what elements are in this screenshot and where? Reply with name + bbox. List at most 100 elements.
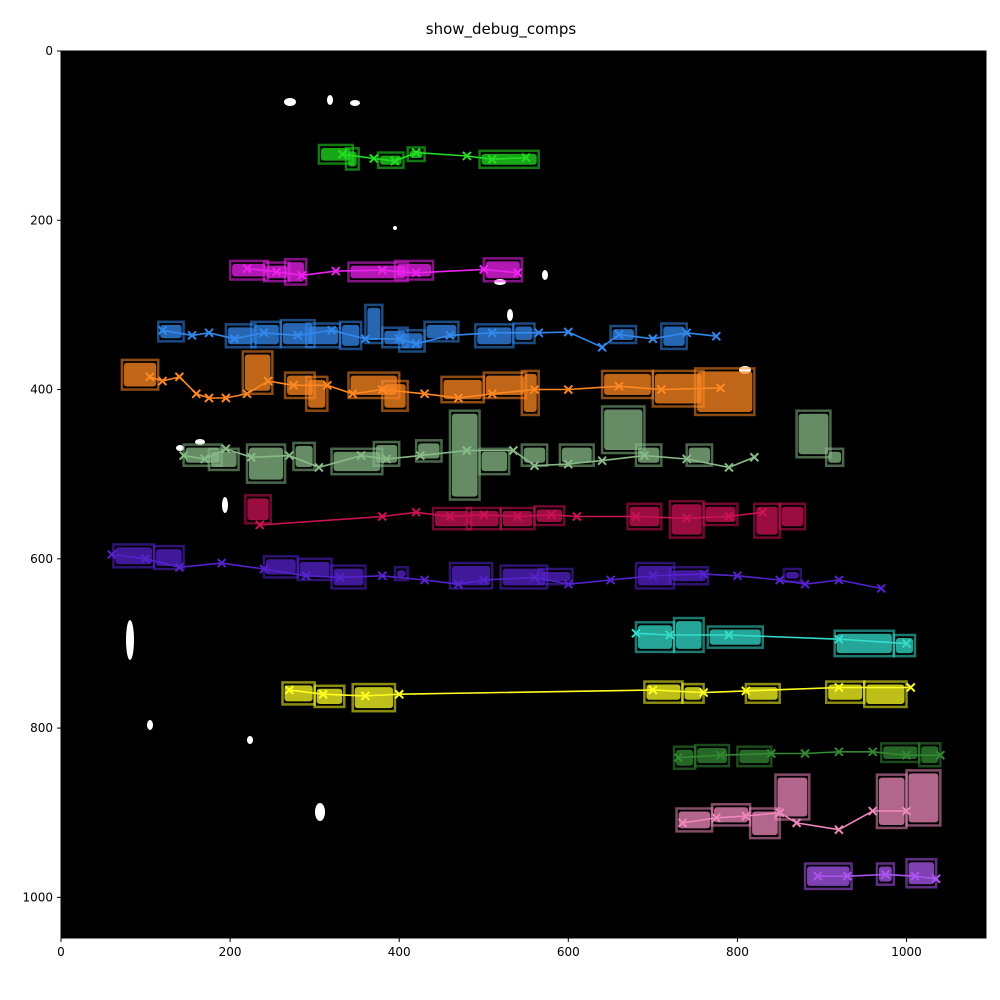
- component-fill: [295, 445, 313, 467]
- data-point-marker: [284, 450, 294, 461]
- component-box: [364, 303, 384, 345]
- data-point-marker: [521, 152, 531, 163]
- text-line-series: [675, 769, 942, 840]
- component-box: [347, 371, 401, 400]
- component-fill: [777, 777, 808, 817]
- data-point-marker: [512, 511, 523, 522]
- component-box: [414, 439, 443, 463]
- data-point-marker: [698, 687, 709, 698]
- data-point-marker: [377, 265, 388, 275]
- data-point-marker: [157, 376, 168, 386]
- data-point-marker: [445, 330, 455, 341]
- component-box: [905, 858, 938, 889]
- component-fill: [697, 371, 753, 412]
- data-point-marker: [453, 579, 464, 589]
- component-fill: [678, 811, 711, 829]
- component-box: [905, 769, 942, 827]
- noise-blob: [147, 720, 153, 730]
- component-box: [778, 502, 807, 531]
- component-fill: [561, 447, 592, 463]
- data-point-marker: [479, 264, 489, 275]
- component-fill: [367, 307, 381, 340]
- component-fill: [709, 629, 761, 645]
- data-point-marker: [677, 818, 688, 828]
- component-box: [892, 633, 917, 658]
- data-point-marker: [766, 748, 776, 759]
- text-line-series: [317, 143, 540, 171]
- component-box: [609, 324, 638, 345]
- text-line-series: [120, 350, 756, 417]
- data-point-marker: [681, 454, 692, 464]
- data-point-marker: [631, 628, 641, 639]
- series-layer: [107, 143, 946, 891]
- component-box: [478, 149, 540, 170]
- noise-blob: [393, 226, 397, 230]
- data-point-marker: [297, 270, 307, 280]
- data-point-marker: [834, 634, 844, 644]
- data-point-marker: [546, 510, 557, 520]
- component-box: [406, 146, 426, 163]
- data-point-marker: [656, 384, 667, 395]
- data-point-marker: [157, 325, 168, 336]
- data-point-marker: [337, 149, 348, 159]
- component-box: [372, 440, 401, 467]
- component-box: [304, 375, 329, 412]
- data-point-marker: [419, 389, 430, 399]
- component-box: [482, 371, 528, 400]
- noise-blob: [176, 445, 184, 451]
- data-point-marker: [800, 579, 810, 589]
- data-point-marker: [741, 686, 751, 696]
- component-fill: [688, 447, 711, 463]
- data-point-marker: [322, 380, 333, 391]
- data-point-marker: [335, 572, 345, 583]
- component-box: [423, 320, 460, 343]
- data-point-marker: [381, 454, 392, 464]
- text-line-series: [178, 405, 845, 501]
- data-point-marker: [711, 813, 721, 823]
- component-fill: [502, 568, 546, 586]
- data-point-marker: [648, 571, 658, 581]
- y-tick-label: 600: [30, 552, 53, 566]
- data-point-marker: [445, 511, 455, 522]
- series-line: [246, 267, 518, 277]
- data-point-marker: [665, 630, 675, 640]
- component-box: [537, 567, 574, 586]
- plot-area: [61, 51, 986, 938]
- data-point-marker: [187, 330, 197, 341]
- data-point-marker: [314, 462, 324, 473]
- data-point-marker: [512, 268, 523, 278]
- y-tick-label: 0: [45, 44, 53, 58]
- noise-blob: [327, 95, 333, 105]
- data-point-marker: [293, 330, 303, 341]
- component-box: [245, 443, 287, 484]
- data-point-marker: [749, 452, 760, 462]
- data-point-marker: [216, 558, 227, 568]
- data-point-marker: [411, 339, 421, 349]
- data-point-marker: [605, 575, 616, 585]
- component-fill: [752, 811, 778, 836]
- data-point-marker: [229, 334, 240, 344]
- component-box: [744, 682, 781, 704]
- data-point-marker: [791, 818, 802, 828]
- component-box: [748, 807, 781, 840]
- data-point-marker: [394, 334, 404, 344]
- data-point-marker: [614, 329, 624, 340]
- x-tick-label: 600: [557, 945, 580, 959]
- data-point-marker: [178, 450, 189, 461]
- component-fill: [671, 570, 706, 582]
- data-point-marker: [242, 389, 252, 399]
- data-point-marker: [263, 376, 273, 386]
- component-fill: [451, 413, 478, 497]
- component-box: [693, 367, 756, 417]
- data-point-marker: [200, 454, 210, 464]
- component-box: [431, 506, 473, 531]
- data-point-marker: [732, 571, 743, 581]
- data-point-marker: [648, 334, 658, 344]
- component-fill: [354, 687, 393, 709]
- component-box: [448, 561, 494, 590]
- component-box: [376, 151, 405, 170]
- y-tick-label: 1000: [22, 890, 53, 904]
- component-box: [499, 564, 549, 590]
- data-point-marker: [221, 393, 231, 403]
